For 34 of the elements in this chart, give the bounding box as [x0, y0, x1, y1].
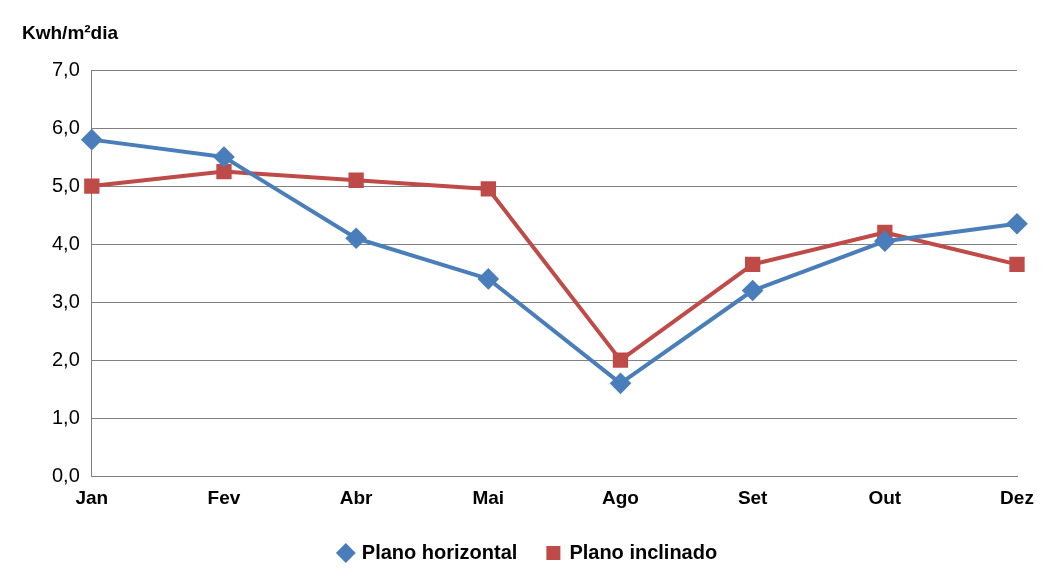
- x-tick-label: Dez: [1000, 486, 1034, 508]
- point: [745, 256, 761, 273]
- y-tick-label: 2,0: [51, 347, 80, 370]
- x-tick-label: Abr: [339, 486, 374, 508]
- y-tick-label: 5,0: [51, 173, 80, 196]
- point: [1009, 256, 1025, 273]
- point: [81, 129, 102, 150]
- x-tick-label: Mai: [472, 486, 505, 508]
- y-tick-label: 3,0: [51, 289, 80, 312]
- legend-label: Plano horizontal: [361, 540, 518, 563]
- x-tick-label: Out: [868, 486, 902, 508]
- x-tick-label: Ago: [602, 486, 639, 508]
- y-axis-title: Kwh/m²dia: [22, 22, 119, 44]
- x-tick-label: Set: [737, 486, 769, 508]
- y-tick-label: 7,0: [51, 57, 80, 80]
- y-tick-label: 0,0: [51, 463, 80, 486]
- point: [742, 280, 763, 301]
- point: [84, 178, 100, 194]
- point: [216, 163, 232, 180]
- y-tick-label: 6,0: [51, 115, 80, 138]
- legend-label: Plano inclinado: [569, 540, 718, 563]
- point: [346, 228, 367, 249]
- point: [1007, 213, 1027, 234]
- point: [480, 181, 496, 197]
- y-tick-label: 4,0: [51, 231, 80, 254]
- point: [213, 147, 234, 168]
- point: [612, 352, 629, 368]
- y-tick-label: 1,0: [51, 405, 80, 428]
- point: [478, 268, 499, 289]
- point: [348, 172, 364, 188]
- point: [610, 373, 631, 394]
- x-tick-label: Fev: [207, 486, 241, 508]
- x-tick-label: Jan: [75, 486, 109, 508]
- point: [874, 231, 895, 252]
